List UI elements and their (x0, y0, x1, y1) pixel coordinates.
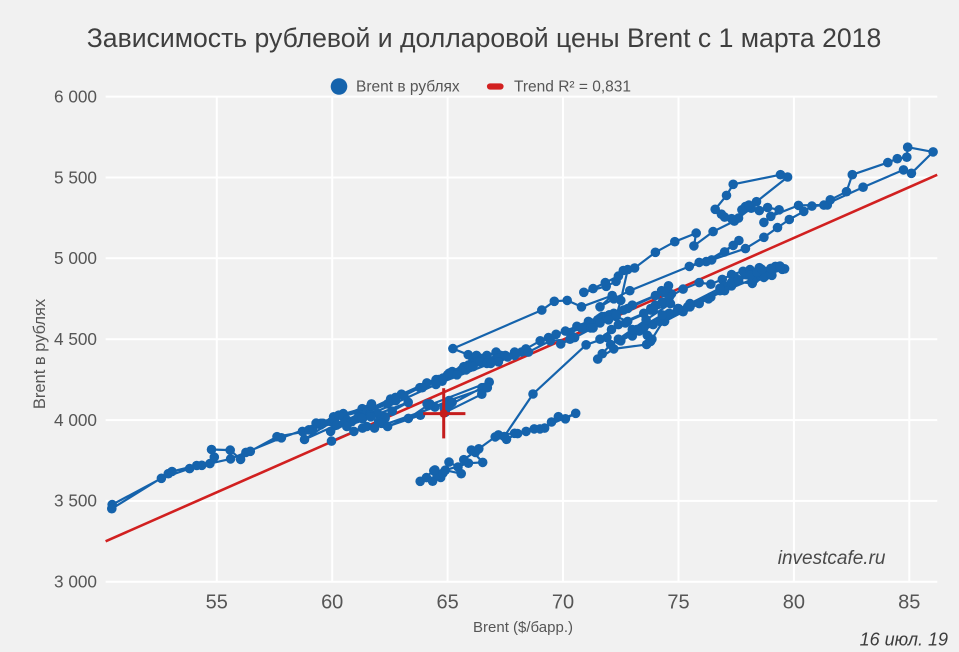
svg-text:65: 65 (436, 592, 458, 614)
svg-text:70: 70 (552, 592, 574, 614)
svg-text:4 000: 4 000 (54, 410, 97, 430)
svg-text:55: 55 (206, 592, 228, 614)
svg-text:Trend R² = 0,831: Trend R² = 0,831 (514, 79, 631, 96)
svg-text:75: 75 (667, 592, 689, 614)
svg-text:investcafe.ru: investcafe.ru (778, 548, 886, 569)
svg-text:80: 80 (783, 592, 805, 614)
svg-text:60: 60 (321, 592, 343, 614)
svg-text:3 000: 3 000 (54, 572, 97, 592)
svg-text:Brent ($/барр.): Brent ($/барр.) (473, 619, 573, 636)
svg-text:85: 85 (898, 592, 920, 614)
svg-text:Brent в рублях: Brent в рублях (356, 79, 460, 96)
svg-text:Brent в рублях: Brent в рублях (31, 298, 49, 409)
svg-text:6 000: 6 000 (54, 86, 97, 106)
svg-text:3 500: 3 500 (54, 491, 97, 511)
svg-text:5 000: 5 000 (54, 248, 97, 268)
svg-text:16 июл. 19: 16 июл. 19 (860, 630, 948, 650)
svg-text:Зависимость рублевой и долларо: Зависимость рублевой и долларовой цены B… (87, 23, 882, 53)
svg-text:5 500: 5 500 (54, 167, 97, 187)
svg-text:4 500: 4 500 (54, 329, 97, 349)
